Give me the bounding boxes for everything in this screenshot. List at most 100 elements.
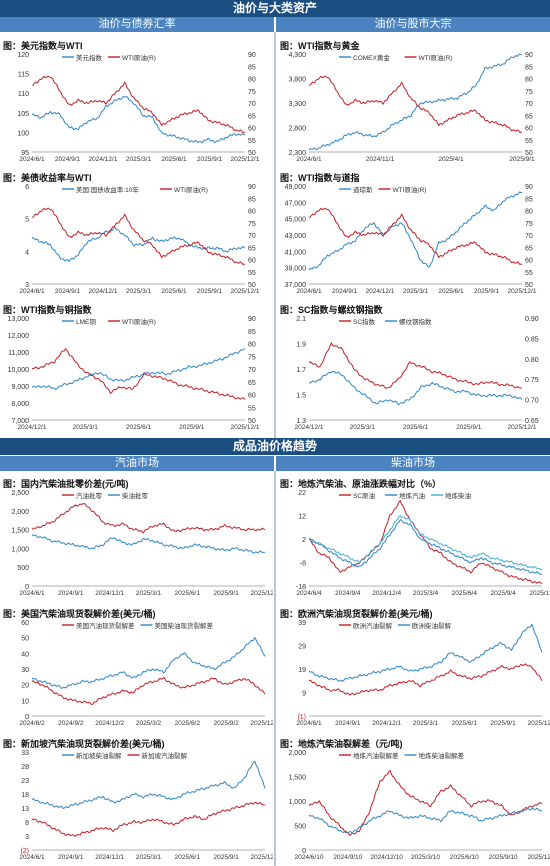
y-tick-label-left: 45,000 [285, 217, 307, 224]
x-tick-label: 2025/6/1 [126, 424, 152, 431]
x-tick-label: 2025/9/1 [179, 424, 205, 431]
chart-title: 图：SC指数与螺纹钢指数 [280, 305, 383, 315]
y-tick-label-left: 47,000 [285, 200, 307, 207]
x-tick-label: 2024/12/10 [370, 854, 403, 861]
y-tick-label-right: 50 [525, 150, 533, 157]
subheader-diesel: 柴油市场 [276, 456, 550, 471]
y-tick-label-right: 85 [248, 329, 256, 336]
legend-label: LME铜 [76, 317, 96, 326]
y-tick-label-left: 500 [17, 565, 29, 572]
x-tick-label: 2024/9/2 [58, 720, 84, 727]
y-tick-label-left: 95 [21, 150, 29, 157]
y-tick-label-right: 55 [248, 405, 256, 412]
y-tick-label-right: 90 [248, 52, 256, 59]
x-tick-label: 2025/9/1 [197, 156, 223, 163]
y-tick-label-left: 1,500 [11, 528, 29, 535]
chart-title: 图：地炼汽柴油、原油涨跌幅对比（%） [280, 479, 442, 489]
y-tick-label-left: 20 [21, 683, 29, 690]
series-line-0 [31, 227, 246, 263]
x-tick-label: 2024/12/1 [95, 854, 124, 861]
legend-label: 美国:国债收益率:10年 [76, 185, 139, 194]
y-tick-label-right: 55 [248, 138, 256, 145]
y-tick-label-left: 39,000 [285, 266, 307, 273]
legend-label: 地炼汽油 [399, 491, 425, 500]
y-tick-label-right: 65 [248, 113, 256, 120]
y-tick-label-right: 75 [248, 221, 256, 228]
y-tick-label-right: 65 [525, 245, 533, 252]
chart-eu-crack: 图：欧洲汽柴油现货裂解价差(美元/桶) 39 29 19 9 (1) 2024/6/1 202… [277, 606, 550, 732]
y-tick-label-left: 18 [21, 792, 29, 799]
y-tick-label-right: 50 [525, 282, 533, 289]
y-tick-label-left: 120 [17, 52, 29, 59]
x-tick-label: 2024/6/10 [295, 854, 324, 861]
y-tick-label-left: 22 [298, 490, 306, 497]
y-tick-label-left: 43,000 [285, 233, 307, 240]
y-tick-label-left: 6 [25, 184, 29, 191]
y-tick-label-right: 75 [248, 354, 256, 361]
x-tick-label: 2025/3/1 [413, 720, 439, 727]
legend: 地炼汽油裂解差 地炼柴油裂解差 [339, 751, 465, 760]
x-tick-label: 2024/6/1 [19, 288, 45, 295]
chart-title: 图：新加坡汽柴油现货裂解价差(美元/桶) [3, 739, 165, 749]
y-tick-label-left: 1.3 [296, 418, 306, 425]
x-tick-label: 2025/3/4 [413, 590, 439, 597]
x-tick-label: 2024/12/1 [366, 288, 395, 295]
legend-label: SC指数 [353, 317, 376, 326]
x-tick-label: 2024/9/1 [332, 288, 358, 295]
y-tick-label-right: 75 [525, 221, 533, 228]
y-tick-label-right: 80 [248, 209, 256, 216]
x-tick-label: 2024/6/1 [296, 720, 322, 727]
chart-title: 图：地炼汽柴油裂解差（元/吨) [280, 739, 403, 749]
series-line-1 [308, 75, 523, 133]
subheader-bonds-fx: 油价与债券汇率 [0, 17, 274, 32]
chart-domestic-spread: 图：国内汽柴油批零价差(元/吨) 2,500 2,000 1,500 1,000 500 0… [0, 476, 273, 602]
y-tick-label-left: (2) [20, 848, 29, 855]
x-tick-label: 2024/6/1 [296, 288, 322, 295]
y-tick-label-right: 85 [248, 64, 256, 71]
x-tick-label: 2025/3/1 [136, 590, 162, 597]
chart-teapot-crack: 图：地炼汽柴油裂解差（元/吨) 2,000 1,500 1,000 500 0 2024/6… [277, 736, 550, 866]
x-tick-label: 2025/6/1 [175, 590, 201, 597]
subheader-gasoline: 汽油市场 [0, 456, 274, 471]
legend-label: 美元指数 [76, 53, 103, 62]
legend: SC指数 螺纹钢指数 [339, 317, 432, 326]
y-tick-label-right: 80 [248, 77, 256, 84]
x-tick-label: 2025/3/10 [411, 854, 440, 861]
chart-teapot-vs-crude: 图：地炼汽柴油、原油涨跌幅对比（%） 22 12 2 -8 -18 2024/6/4 2024… [277, 476, 550, 602]
chart-title: 图：WTI指数与黄金 [280, 41, 360, 51]
y-tick-label-right: 80 [248, 342, 256, 349]
series-line-0 [308, 53, 523, 151]
y-tick-label-left: 1.9 [296, 342, 306, 349]
legend-label: 新加坡柴油裂解 [76, 751, 122, 760]
legend-label: 欧洲汽油裂解 [353, 621, 393, 630]
legend-label: 欧洲柴油裂解 [412, 621, 452, 630]
chart-sg-crack: 图：新加坡汽柴油现货裂解价差(美元/桶) 33 28 23 18 13 8 3 (2) 2024/… [0, 736, 273, 866]
y-tick-label-left: 8 [25, 820, 29, 827]
y-tick-label-left: 50 [21, 636, 29, 643]
y-tick-label-right: 65 [248, 380, 256, 387]
y-tick-label-right: 85 [525, 196, 533, 203]
x-tick-label: 2025/3/1 [126, 288, 152, 295]
x-tick-label: 2025/12/1 [231, 288, 260, 295]
x-tick-label: 2025/12/1 [508, 288, 537, 295]
y-tick-label-right: 50 [248, 282, 256, 289]
series-line-1 [308, 623, 543, 682]
y-tick-label-left: 2 [302, 537, 306, 544]
series-line-0 [308, 191, 522, 271]
x-tick-label: 2024/9/1 [58, 590, 84, 597]
x-tick-label: 2025/6/1 [438, 288, 464, 295]
y-tick-label-right: 80 [525, 209, 533, 216]
y-tick-label-right: 55 [525, 138, 533, 145]
x-tick-label: 2024/12/1 [372, 720, 401, 727]
y-tick-label-left: 39 [298, 620, 306, 627]
legend-label: WTI原油(R) [393, 185, 427, 194]
x-tick-label: 2024/9/1 [55, 156, 81, 163]
y-tick-label-right: 85 [525, 64, 533, 71]
legend-label: SC原油 [353, 491, 375, 500]
y-tick-label-right: 60 [525, 126, 533, 133]
legend: 美国:国债收益率:10年 WTI原油(R) [62, 185, 208, 194]
series-line-1 [308, 207, 523, 265]
y-tick-label-right: 60 [525, 258, 533, 265]
y-tick-label-right: 60 [248, 126, 256, 133]
